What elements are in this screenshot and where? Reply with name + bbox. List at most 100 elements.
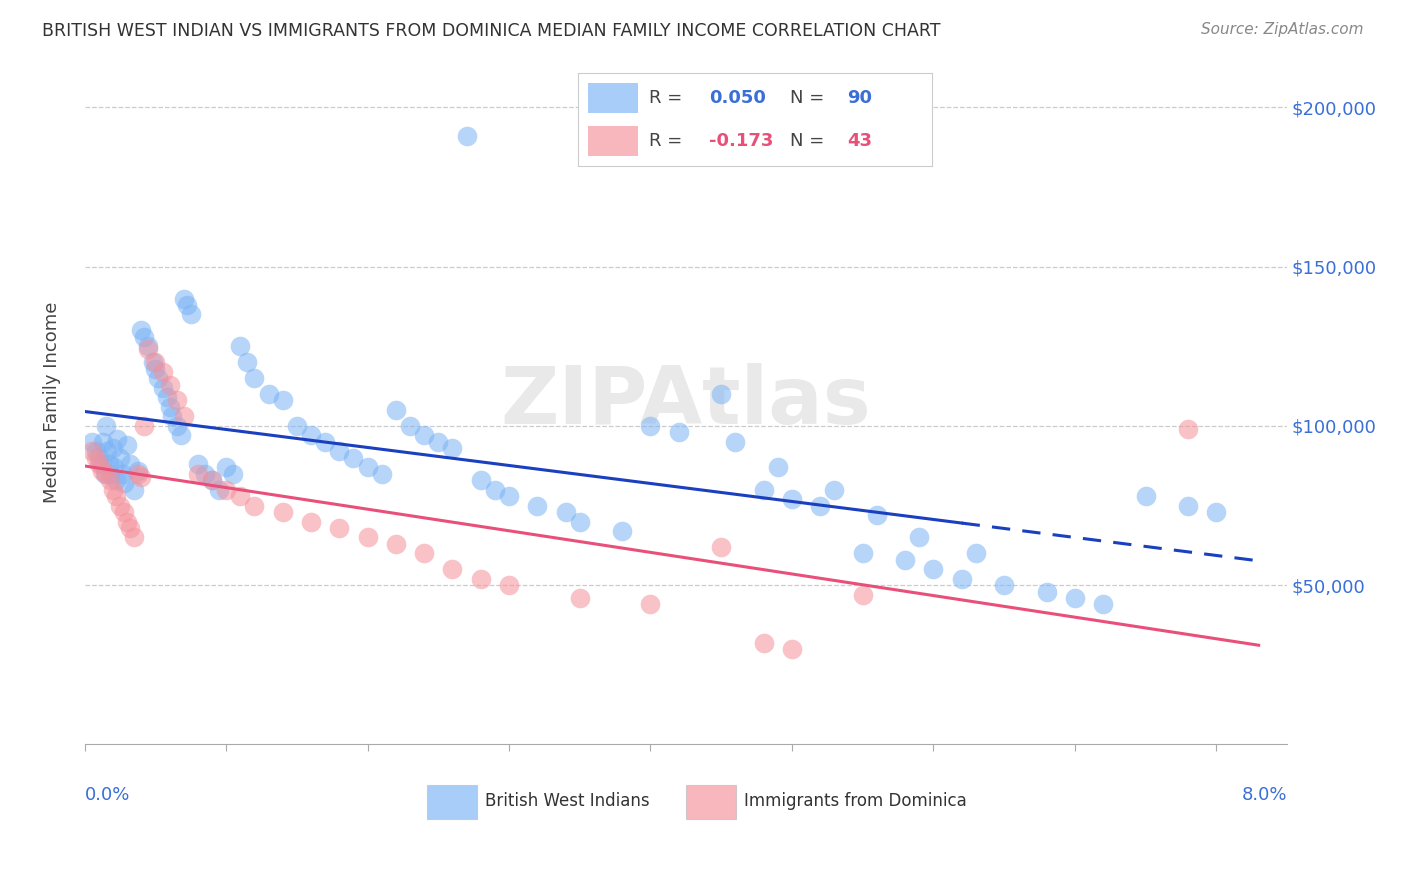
Point <box>215 483 238 497</box>
Point <box>413 546 436 560</box>
Point <box>97 457 120 471</box>
Point <box>103 460 125 475</box>
Point <box>111 467 134 481</box>
Point <box>1135 489 1157 503</box>
Point <box>823 483 845 497</box>
Point <box>640 597 662 611</box>
Point <box>427 434 450 449</box>
Point <box>194 467 217 481</box>
Point <box>908 531 931 545</box>
Point <box>780 492 803 507</box>
Point <box>159 400 181 414</box>
Text: BRITISH WEST INDIAN VS IMMIGRANTS FROM DOMINICA MEDIAN FAMILY INCOME CORRELATION: BRITISH WEST INDIAN VS IMMIGRANTS FROM D… <box>42 22 941 40</box>
Point <box>526 499 548 513</box>
Point <box>201 473 224 487</box>
Point <box>752 483 775 497</box>
Point <box>201 473 224 487</box>
Point <box>894 553 917 567</box>
Point <box>470 572 492 586</box>
Point <box>159 377 181 392</box>
Point <box>166 419 188 434</box>
Point <box>142 355 165 369</box>
Point <box>98 467 121 481</box>
Point <box>118 457 141 471</box>
Point <box>90 464 112 478</box>
Point <box>215 460 238 475</box>
Point <box>724 434 747 449</box>
Point <box>498 489 520 503</box>
Point <box>152 381 174 395</box>
Point <box>371 467 394 481</box>
Point <box>285 419 308 434</box>
Text: 8.0%: 8.0% <box>1241 786 1286 804</box>
Point <box>208 483 231 497</box>
Point <box>710 387 733 401</box>
Point <box>299 515 322 529</box>
Point <box>640 419 662 434</box>
Point <box>122 483 145 497</box>
Point <box>112 476 135 491</box>
Point <box>271 505 294 519</box>
Point <box>1205 505 1227 519</box>
Point <box>229 339 252 353</box>
Point <box>173 409 195 424</box>
Point <box>385 537 408 551</box>
Point <box>94 467 117 481</box>
Point <box>91 434 114 449</box>
Point <box>328 444 350 458</box>
Point <box>122 531 145 545</box>
Point <box>187 467 209 481</box>
Point <box>145 355 167 369</box>
Point <box>470 473 492 487</box>
Point <box>993 578 1015 592</box>
Point <box>138 343 160 357</box>
Point <box>222 467 245 481</box>
Point <box>236 355 259 369</box>
Point <box>87 457 110 471</box>
Point <box>173 292 195 306</box>
Point <box>1177 499 1199 513</box>
Point <box>138 339 160 353</box>
Point <box>131 323 153 337</box>
Point <box>84 450 107 465</box>
Point <box>612 524 634 538</box>
Point <box>950 572 973 586</box>
Point <box>134 330 156 344</box>
Point <box>152 365 174 379</box>
Point <box>922 562 945 576</box>
Point <box>668 425 690 440</box>
Point <box>356 531 378 545</box>
Point <box>162 409 184 424</box>
Point <box>484 483 506 497</box>
Point <box>148 371 170 385</box>
Point <box>413 428 436 442</box>
Point <box>356 460 378 475</box>
Point <box>314 434 336 449</box>
Text: Source: ZipAtlas.com: Source: ZipAtlas.com <box>1201 22 1364 37</box>
Point <box>80 444 103 458</box>
Point <box>554 505 576 519</box>
Point <box>118 521 141 535</box>
Point <box>243 499 266 513</box>
Point <box>104 473 127 487</box>
Point <box>780 641 803 656</box>
Point <box>145 361 167 376</box>
Point <box>866 508 889 523</box>
Point <box>101 483 124 497</box>
Point <box>1035 584 1057 599</box>
Point <box>166 393 188 408</box>
Point <box>456 129 478 144</box>
Point <box>131 470 153 484</box>
Point <box>441 442 464 456</box>
Point <box>80 434 103 449</box>
Point <box>229 489 252 503</box>
Point <box>1092 597 1115 611</box>
Point <box>112 505 135 519</box>
Point <box>108 499 131 513</box>
Point <box>1177 422 1199 436</box>
Point <box>399 419 422 434</box>
Point <box>852 546 875 560</box>
Point <box>752 635 775 649</box>
Point <box>328 521 350 535</box>
Point <box>94 419 117 434</box>
